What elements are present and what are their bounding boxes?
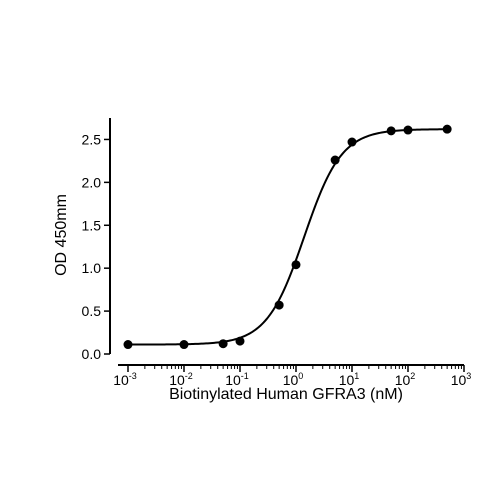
y-tick-label: 0.5 [82, 303, 102, 319]
y-tick-label: 1.5 [82, 217, 102, 233]
y-tick-label: 2.0 [82, 174, 102, 190]
data-point [403, 125, 413, 135]
data-point [347, 137, 357, 147]
data-point [386, 126, 396, 136]
data-point [442, 124, 452, 134]
data-point [274, 300, 284, 310]
x-axis-title: Biotinylated Human GFRA3 (nM) [169, 386, 403, 403]
x-tick-label: 10-1 [225, 371, 249, 388]
data-point [235, 336, 245, 346]
data-point [218, 339, 228, 349]
x-tick-label: 100 [283, 371, 304, 388]
x-axis: 10-3 10-2 10-1 100 101 102 103 [113, 364, 472, 388]
x-tick-label: 102 [395, 371, 416, 388]
x-tick-label: 103 [451, 371, 472, 388]
y-tick-label: 1.0 [82, 260, 102, 276]
fit-curve [128, 128, 448, 346]
data-point [330, 155, 340, 165]
data-point [123, 340, 133, 350]
x-tick-label: 10-3 [113, 371, 137, 388]
data-point [179, 340, 189, 350]
data-points [123, 124, 452, 350]
y-tick-label: 2.5 [82, 131, 102, 147]
y-axis-title: OD 450mm [53, 194, 70, 276]
y-tick-label: 0.0 [82, 346, 102, 362]
data-point [291, 260, 301, 270]
x-tick-label: 10-2 [169, 371, 193, 388]
x-tick-label: 101 [339, 371, 360, 388]
y-axis: 0.0 0.5 1.0 1.5 2.0 2.5 [82, 118, 111, 362]
